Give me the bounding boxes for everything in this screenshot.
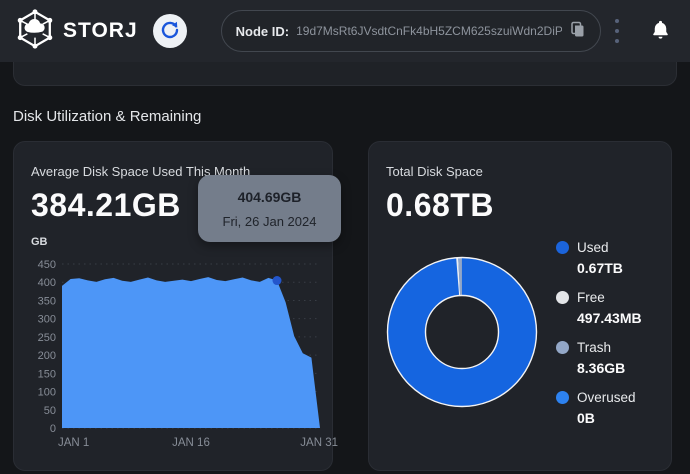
disk-usage-area-chart[interactable]: 050100150200250300350400450JAN 1JAN 16JA… [31,252,331,452]
disk-cards-row: Average Disk Space Used This Month 384.2… [13,141,677,471]
brand-name: STORJ [63,19,138,43]
svg-text:100: 100 [38,387,56,399]
svg-text:350: 350 [38,295,56,307]
node-id-value: 19d7MsRt6JVsdtCnFk4bH5ZCM625szuiWdn2DiP6… [296,24,562,38]
svg-text:150: 150 [38,368,56,380]
refresh-button[interactable] [153,14,187,48]
svg-text:JAN 1: JAN 1 [58,437,89,449]
legend-item-trash: Trash 8.36GB [556,340,642,376]
legend-item-used: Used 0.67TB [556,240,642,276]
previous-card-bottom-edge [13,62,677,86]
total-disk-space-card: Total Disk Space 0.68TB Used 0.67TB Free… [368,141,672,471]
node-id-field[interactable]: Node ID: 19d7MsRt6JVsdtCnFk4bH5ZCM625szu… [221,10,601,52]
chart-tooltip: 404.69GB Fri, 26 Jan 2024 [198,175,341,242]
svg-text:300: 300 [38,314,56,326]
svg-text:JAN 31: JAN 31 [300,437,338,449]
average-disk-space-card: Average Disk Space Used This Month 384.2… [13,141,333,471]
svg-text:400: 400 [38,277,56,289]
copy-node-id-button[interactable] [569,21,586,41]
svg-text:JAN 16: JAN 16 [172,437,210,449]
trash-dot-icon [556,341,569,354]
bell-icon [649,18,672,44]
tooltip-value: 404.69GB [238,189,302,205]
storj-brand: STORJ [14,8,138,55]
svg-text:0: 0 [50,423,56,435]
options-menu-button[interactable] [611,15,623,47]
disk-space-donut-chart[interactable] [384,254,540,426]
storj-logo-icon [14,8,56,55]
donut-legend: Used 0.67TB Free 497.43MB Trash 8.36GB O… [556,240,642,426]
node-id-label: Node ID: [236,24,289,39]
svg-text:50: 50 [44,405,56,417]
top-navigation-bar: STORJ Node ID: 19d7MsRt6JVsdtCnFk4bH5ZCM… [0,0,690,62]
svg-text:250: 250 [38,332,56,344]
total-card-value: 0.68TB [386,187,653,224]
svg-text:200: 200 [38,350,56,362]
kebab-menu-icon [615,19,619,23]
section-title: Disk Utilization & Remaining [13,108,690,125]
total-card-title: Total Disk Space [386,164,653,179]
overused-dot-icon [556,391,569,404]
legend-item-free: Free 497.43MB [556,290,642,326]
svg-text:450: 450 [38,259,56,271]
used-dot-icon [556,241,569,254]
legend-item-overused: Overused 0B [556,390,642,426]
refresh-icon [160,20,180,43]
notifications-button[interactable] [649,18,672,44]
tooltip-date: Fri, 26 Jan 2024 [223,214,317,229]
copy-icon [569,21,586,41]
free-dot-icon [556,291,569,304]
